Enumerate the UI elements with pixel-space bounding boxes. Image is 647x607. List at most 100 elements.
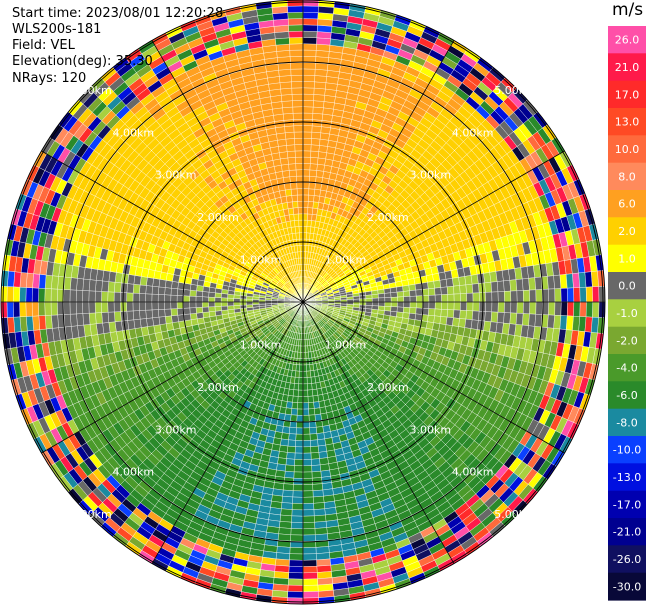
velocity-gate — [353, 298, 360, 303]
velocity-gate — [312, 395, 320, 403]
velocity-gate — [302, 213, 308, 221]
velocity-gate — [189, 295, 197, 303]
velocity-gate — [453, 293, 461, 303]
velocity-gate — [447, 293, 455, 303]
velocity-gate — [190, 284, 198, 291]
velocity-gate — [434, 301, 442, 310]
velocity-gate — [302, 68, 316, 76]
velocity-gate — [434, 287, 442, 296]
velocity-gate — [452, 277, 460, 287]
velocity-gate — [289, 547, 304, 555]
velocity-gate — [302, 5, 319, 13]
velocity-gate — [295, 427, 304, 435]
velocity-gate — [302, 62, 316, 70]
velocity-gate — [314, 189, 321, 197]
velocity-gate — [372, 297, 379, 303]
velocity-gate — [302, 452, 312, 460]
velocity-gate — [497, 280, 505, 292]
velocity-gate — [308, 414, 316, 422]
velocity-gate — [69, 289, 77, 303]
velocity-gate — [320, 412, 329, 421]
velocity-gate — [560, 288, 568, 303]
velocity-gate — [302, 484, 314, 492]
velocity-gate — [529, 289, 537, 303]
velocity-gate — [88, 312, 97, 325]
velocity-gate — [19, 287, 27, 303]
velocity-gate — [195, 307, 203, 314]
velocity-gate — [302, 547, 317, 555]
velocity-gate — [25, 301, 33, 317]
velocity-gate — [314, 514, 327, 523]
velocity-gate — [227, 297, 234, 303]
velocity-gate — [290, 534, 304, 542]
velocity-gate — [302, 415, 310, 422]
velocity-gate — [317, 571, 333, 579]
velocity-gate — [365, 301, 373, 306]
velocity-gate — [158, 279, 167, 288]
velocity-gate — [302, 465, 313, 473]
velocity-gate — [302, 534, 316, 542]
velocity-gate — [294, 459, 304, 466]
velocity-gate — [302, 433, 311, 441]
velocity-gate — [460, 301, 467, 311]
velocity-gate — [416, 295, 423, 303]
velocity-gate — [282, 489, 294, 498]
velocity-gate — [585, 301, 593, 318]
velocity-gate — [101, 280, 109, 292]
velocity-gate — [384, 297, 392, 303]
velocity-gate — [372, 301, 379, 307]
velocity-gate — [292, 490, 304, 498]
velocity-gate — [94, 290, 102, 303]
velocity-gate — [233, 298, 241, 303]
velocity-gate — [288, 572, 304, 580]
velocity-gate — [396, 285, 404, 293]
velocity-gate — [302, 131, 313, 139]
velocity-gate — [281, 432, 290, 440]
velocity-gate — [441, 294, 449, 303]
velocity-gate — [302, 188, 310, 196]
velocity-gate — [453, 309, 461, 319]
velocity-gate — [76, 289, 83, 303]
velocity-gate — [422, 295, 430, 303]
velocity-gate — [69, 301, 77, 315]
velocity-gate — [132, 301, 140, 312]
velocity-gate — [164, 287, 172, 296]
velocity-gate — [139, 301, 146, 311]
velocity-gate — [316, 426, 324, 434]
ray — [302, 39, 468, 303]
velocity-gate — [302, 226, 308, 233]
velocity-gate — [208, 296, 216, 303]
velocity-gate — [310, 144, 320, 152]
velocity-gate — [315, 62, 329, 71]
velocity-gate — [287, 439, 296, 447]
velocity-gate — [82, 313, 91, 326]
velocity-gate — [302, 377, 308, 385]
velocity-gate — [164, 308, 172, 317]
velocity-gate — [279, 514, 292, 523]
velocity-gate — [516, 301, 524, 314]
velocity-gate — [302, 219, 308, 227]
velocity-gate — [302, 18, 318, 26]
velocity-gate — [305, 345, 309, 353]
velocity-gate — [302, 87, 315, 95]
velocity-gate — [302, 12, 319, 20]
velocity-gate — [297, 402, 304, 410]
velocity-gate — [202, 301, 209, 308]
velocity-gate — [176, 301, 184, 309]
velocity-gate — [171, 315, 179, 323]
velocity-gate — [302, 402, 309, 410]
velocity-gate — [311, 471, 322, 479]
velocity-gate — [309, 163, 318, 171]
velocity-gate — [553, 274, 562, 289]
velocity-gate — [302, 201, 309, 208]
velocity-gate — [460, 293, 467, 303]
velocity-gate — [107, 301, 115, 313]
velocity-gate — [427, 281, 435, 289]
velocity-gate — [50, 301, 58, 316]
velocity-gate — [314, 527, 328, 535]
velocity-gate — [214, 297, 222, 303]
velocity-gate — [293, 465, 304, 473]
velocity-gate — [439, 279, 448, 288]
velocity-gate — [289, 427, 297, 435]
velocity-gate — [422, 301, 430, 309]
